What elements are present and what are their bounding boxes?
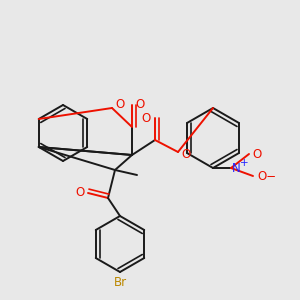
Text: O: O xyxy=(141,112,151,124)
Text: O: O xyxy=(182,148,190,161)
Text: O−: O− xyxy=(257,169,277,182)
Text: N: N xyxy=(232,161,240,175)
Text: +: + xyxy=(240,158,248,168)
Text: O: O xyxy=(116,98,124,112)
Text: O: O xyxy=(252,148,262,160)
Text: Br: Br xyxy=(113,275,127,289)
Text: O: O xyxy=(135,98,145,112)
Text: O: O xyxy=(75,187,85,200)
